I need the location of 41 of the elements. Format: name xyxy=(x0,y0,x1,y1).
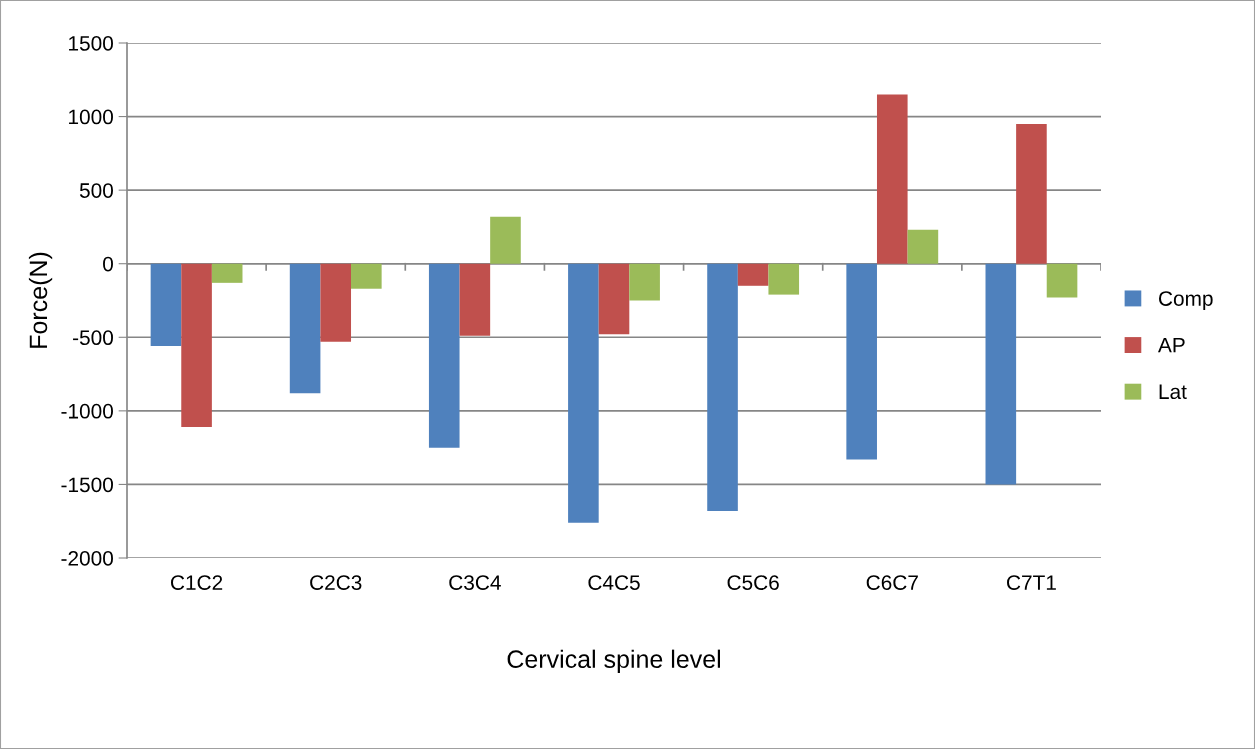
bar xyxy=(846,263,877,460)
bar xyxy=(211,263,243,283)
y-tick-label: 500 xyxy=(79,183,113,198)
bar xyxy=(876,94,908,264)
bar xyxy=(598,263,630,335)
bar xyxy=(907,229,939,264)
legend-label: Lat xyxy=(1159,384,1187,400)
bar xyxy=(1046,263,1078,298)
bar xyxy=(768,263,800,295)
x-tick-label: C6C7 xyxy=(866,575,918,590)
bar xyxy=(490,216,521,264)
legend-label: AP xyxy=(1158,337,1185,353)
bar xyxy=(320,263,352,342)
y-axis-title: Force(N) xyxy=(28,252,53,348)
x-tick-label: C2C3 xyxy=(310,575,362,590)
y-tick-label: 1500 xyxy=(69,36,113,51)
y-tick-label: 1000 xyxy=(69,109,113,125)
y-tick-label: -500 xyxy=(73,330,113,346)
bar xyxy=(707,263,738,511)
x-tick-label: C4C5 xyxy=(588,575,640,590)
x-tick-label: C3C4 xyxy=(449,575,501,590)
y-tick-label: 0 xyxy=(103,256,113,272)
bar xyxy=(1016,123,1047,264)
bar xyxy=(181,263,212,428)
bar xyxy=(985,263,1017,485)
legend-label: Comp xyxy=(1159,291,1213,310)
bar xyxy=(629,263,660,301)
y-tick-label: -1500 xyxy=(61,477,113,493)
bar xyxy=(737,263,769,286)
bar xyxy=(150,263,182,347)
bar xyxy=(351,263,382,289)
x-tick-label: C7T1 xyxy=(1007,575,1056,590)
y-tick-label: -2000 xyxy=(61,551,113,566)
bar xyxy=(459,263,491,336)
x-axis-title: Cervical spine level xyxy=(507,649,721,673)
bar xyxy=(428,263,460,448)
bar xyxy=(568,263,599,523)
x-tick-label: C5C6 xyxy=(727,575,779,590)
y-tick-label: -1000 xyxy=(61,403,113,419)
x-tick-label: C1C2 xyxy=(171,575,223,590)
bar xyxy=(289,263,321,394)
